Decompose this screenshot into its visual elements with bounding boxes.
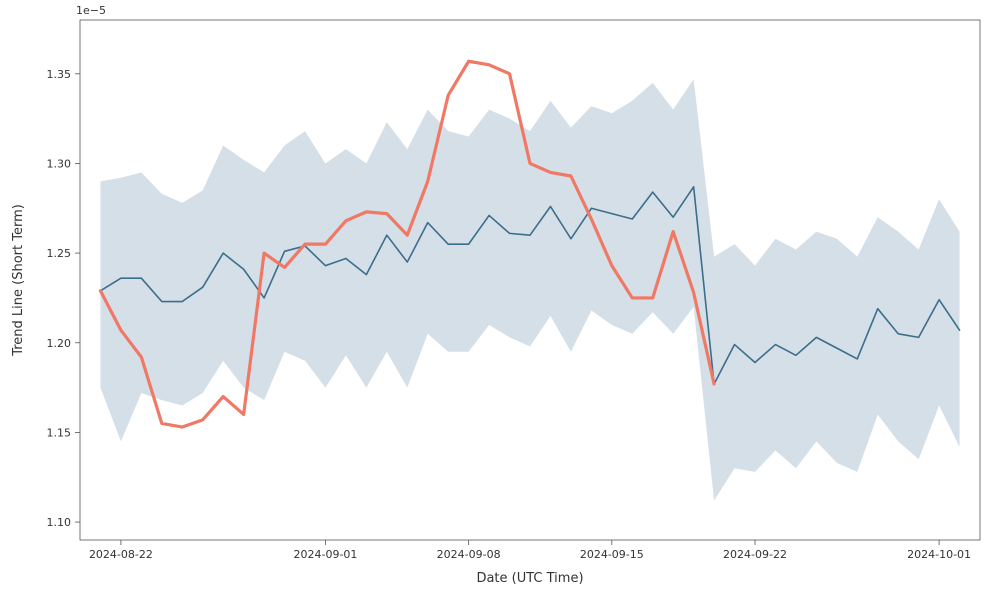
y-tick-label: 1.10: [47, 516, 72, 529]
y-tick-label: 1.35: [47, 68, 72, 81]
x-tick-label: 2024-09-15: [580, 548, 644, 561]
chart-svg: 2024-08-22 2024-09-01 2024-09-08 2024-09-15…: [0, 0, 1000, 600]
trend-chart: 2024-08-22 2024-09-01 2024-09-08 2024-09-15…: [0, 0, 1000, 600]
x-tick-label: 2024-10-01: [907, 548, 971, 561]
x-axis-label: Date (UTC Time): [476, 571, 583, 586]
y-tick-label: 1.30: [47, 157, 72, 170]
y-tick-label: 1.15: [47, 426, 72, 439]
y-axis-label: Trend Line (Short Term): [11, 204, 26, 357]
x-tick-label: 2024-09-08: [437, 548, 501, 561]
x-tick-label: 2024-09-01: [293, 548, 357, 561]
x-tick-label: 2024-09-22: [723, 548, 787, 561]
x-tick-label: 2024-08-22: [89, 548, 153, 561]
confidence-band: [100, 79, 959, 500]
y-tick-label: 1.20: [47, 337, 72, 350]
y-tick-label: 1.25: [47, 247, 72, 260]
y-exponent-label: 1e−5: [76, 4, 106, 17]
